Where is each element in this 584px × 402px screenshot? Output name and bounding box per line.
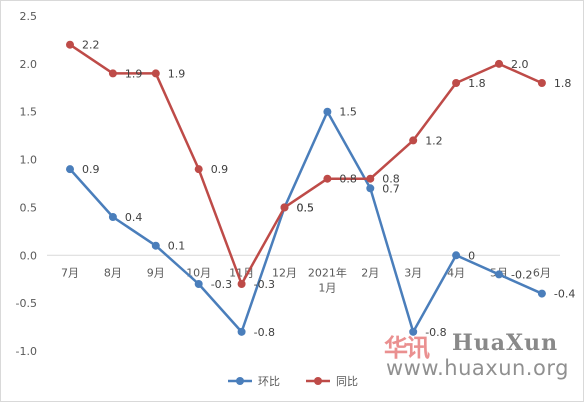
data-point — [366, 184, 375, 193]
data-point — [66, 40, 74, 49]
data-label: 0.5 — [297, 201, 315, 214]
x-tick-label: 3月 — [404, 266, 422, 279]
data-point — [409, 136, 418, 145]
data-point — [452, 79, 461, 87]
y-axis: 2.5 2.0 1.5 1.0 0.5 0.0 -0.5 -1.0 — [16, 10, 37, 358]
data-label: 0.7 — [382, 182, 400, 195]
x-tick-label: 10月 — [186, 266, 211, 279]
series-layer — [66, 40, 546, 336]
y-tick-label: 2.5 — [20, 10, 38, 23]
watermark: 华讯 HuaXun www.huaxun.org — [384, 328, 580, 386]
x-tick-label: 2021年 — [308, 265, 347, 279]
legend-swatch-marker — [314, 377, 322, 385]
data-label: -0.8 — [425, 326, 446, 339]
series-line — [69, 110, 543, 334]
data-label: 1.8 — [468, 77, 486, 90]
data-label: 0.9 — [211, 163, 229, 176]
data-label: 1.9 — [125, 67, 142, 80]
data-point — [323, 174, 332, 183]
x-tick-label: 2月 — [361, 266, 379, 279]
data-point — [151, 241, 160, 250]
x-tick-label: 7月 — [61, 266, 79, 279]
data-label: 1.2 — [425, 134, 443, 147]
legend-swatch-marker — [236, 377, 244, 385]
data-label: -0.3 — [211, 278, 232, 291]
data-point — [194, 280, 203, 288]
data-point — [194, 165, 203, 174]
x-tick-label: 12月 — [272, 266, 297, 279]
data-point — [366, 174, 375, 183]
data-label: 0.1 — [168, 240, 186, 253]
data-point — [495, 59, 503, 68]
x-tick-label: 1月 — [318, 281, 336, 294]
data-point — [409, 327, 418, 336]
data-point — [323, 107, 332, 116]
data-point — [151, 69, 160, 78]
x-axis: 7月8月9月10月11月12月2021年1月2月3月4月5月6月 — [61, 265, 551, 294]
data-label: 0.8 — [339, 173, 357, 186]
watermark-logo: 华讯 — [384, 333, 430, 362]
data-label: 1.8 — [554, 77, 572, 90]
y-tick-label: 1.0 — [20, 154, 38, 167]
data-point — [237, 327, 246, 336]
data-label: 2.0 — [511, 58, 529, 71]
legend-label: 同比 — [336, 375, 358, 388]
data-label: 0.8 — [382, 173, 400, 186]
data-label: -0.3 — [254, 278, 275, 291]
legend: 环比 同比 — [228, 375, 358, 388]
data-label: -0.2 — [511, 268, 532, 281]
data-point — [537, 289, 546, 298]
y-tick-label: 0.5 — [20, 201, 38, 214]
data-point — [537, 79, 546, 87]
data-point — [280, 203, 289, 212]
y-tick-label: -0.5 — [16, 297, 37, 310]
y-tick-label: 2.0 — [20, 58, 38, 71]
data-point — [108, 69, 117, 78]
data-label: 0.5 — [297, 201, 315, 214]
x-tick-label: 4月 — [447, 266, 465, 279]
data-point — [237, 280, 246, 288]
legend-item: 环比 — [228, 375, 280, 388]
data-label: 1.9 — [168, 67, 186, 80]
watermark-url: www.huaxun.org — [386, 356, 569, 380]
data-label: 1.5 — [339, 106, 357, 119]
x-tick-label: 6月 — [533, 266, 551, 279]
data-point — [495, 270, 503, 279]
data-label: 0 — [468, 249, 475, 262]
data-point — [452, 251, 461, 260]
series-tongbi — [66, 40, 546, 288]
x-tick-label: 8月 — [104, 266, 122, 279]
data-label: 2.2 — [82, 39, 100, 52]
data-label: -0.8 — [254, 326, 275, 339]
data-label: 0.9 — [82, 163, 100, 176]
y-tick-label: -1.0 — [16, 345, 37, 358]
x-tick-label: 9月 — [147, 266, 165, 279]
data-labels: 0.9 0.4 0.1 -0.3 -0.8 0.5 1.5 0.7 -0.8 0 -0.2 -0.4 2… — [82, 39, 575, 339]
y-tick-label: 0.0 — [20, 249, 38, 262]
legend-label: 环比 — [258, 375, 280, 388]
watermark-brand: HuaXun — [452, 330, 559, 356]
legend-item: 同比 — [306, 375, 358, 388]
data-point — [108, 213, 117, 221]
data-label: 0.4 — [125, 211, 142, 224]
y-tick-label: 1.5 — [20, 106, 38, 119]
data-label: -0.4 — [554, 288, 575, 301]
series-line — [69, 43, 543, 286]
data-point — [66, 165, 74, 174]
